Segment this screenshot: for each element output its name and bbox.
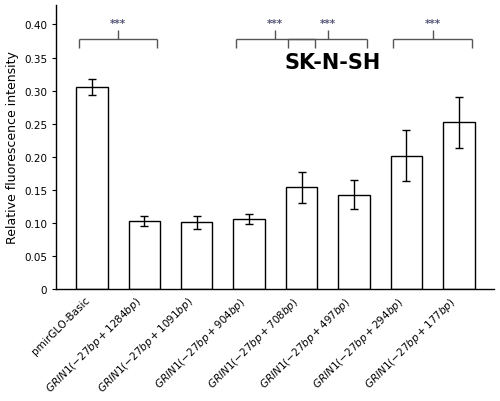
Y-axis label: Relative fluorescence intensity: Relative fluorescence intensity <box>6 51 18 244</box>
Text: ***: *** <box>110 19 126 29</box>
Bar <box>286 188 318 290</box>
Bar <box>181 223 212 290</box>
Text: ***: *** <box>320 19 336 29</box>
Bar <box>390 156 422 290</box>
Bar <box>76 88 108 290</box>
Bar <box>443 123 474 290</box>
Text: ***: *** <box>424 19 440 29</box>
Text: ***: *** <box>268 19 283 29</box>
Text: SK-N-SH: SK-N-SH <box>284 53 380 72</box>
Bar <box>234 220 265 290</box>
Bar <box>338 195 370 290</box>
Bar <box>128 222 160 290</box>
